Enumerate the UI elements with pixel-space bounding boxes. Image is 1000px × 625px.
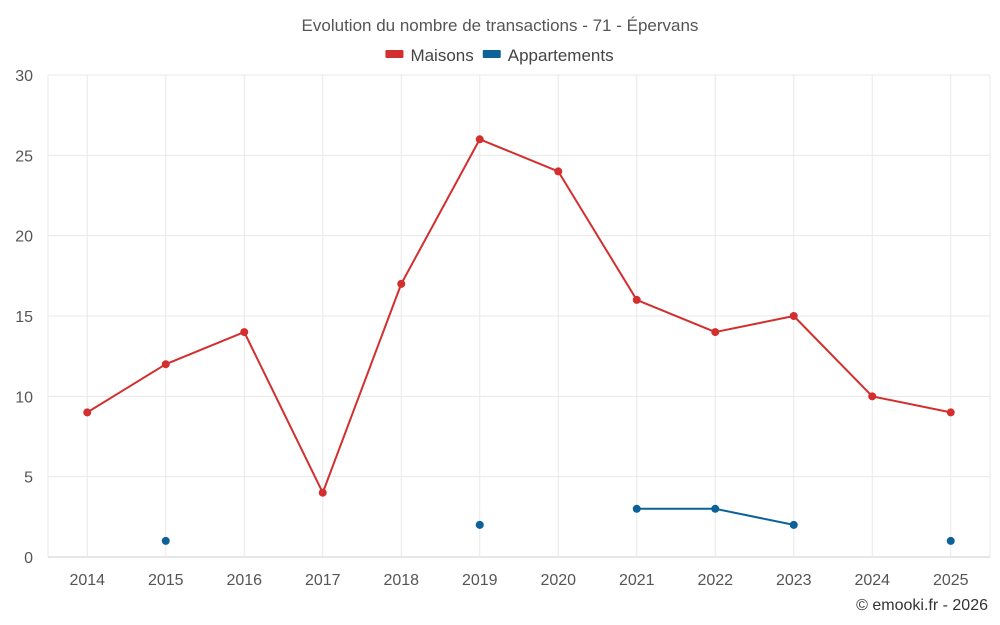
x-tick-label: 2021 <box>619 572 655 589</box>
y-tick-label: 30 <box>15 68 33 85</box>
series-maisons <box>83 135 955 497</box>
y-tick-label: 5 <box>24 470 33 487</box>
x-tick-label: 2022 <box>697 572 733 589</box>
series-layer <box>83 135 955 545</box>
series-line-segment-maisons <box>793 315 873 398</box>
point-maisons-2021[interactable] <box>632 295 641 304</box>
point-maisons-2023[interactable] <box>789 312 798 320</box>
point-appartements-2021[interactable] <box>632 504 641 513</box>
x-tick-label: 2023 <box>776 572 812 589</box>
legend-item-appartements[interactable]: Appartements <box>482 46 614 65</box>
series-line-segment-maisons <box>715 315 794 334</box>
series-line-segment-appartements <box>715 507 794 526</box>
series-line-segment-maisons <box>872 395 951 414</box>
legend-label-appartements: Appartements <box>508 46 614 65</box>
x-tick-label: 2014 <box>69 572 105 589</box>
y-tick-label: 25 <box>15 148 33 165</box>
x-tick-label: 2016 <box>226 572 262 589</box>
series-line-segment-maisons <box>165 331 245 366</box>
x-tick-label: 2015 <box>148 572 184 589</box>
legend-swatch-maisons <box>385 50 404 58</box>
point-appartements-2025[interactable] <box>946 536 955 545</box>
series-line-segment-maisons <box>243 331 324 494</box>
y-tick-label: 0 <box>24 550 33 567</box>
point-maisons-2019[interactable] <box>475 135 484 144</box>
point-maisons-2015[interactable] <box>161 360 170 369</box>
series-line-segment-maisons <box>479 138 559 173</box>
point-maisons-2014[interactable] <box>83 408 92 417</box>
grid <box>47 74 991 558</box>
x-axis-ticks: 2014 2015 2016 2017 2018 2019 2020 2021 2022 2023… <box>69 572 968 589</box>
y-tick-label: 20 <box>15 229 33 246</box>
y-axis-ticks: 0 5 10 15 20 25 30 <box>15 68 33 567</box>
series-line-segment-maisons <box>86 363 167 414</box>
point-maisons-2017[interactable] <box>318 488 327 497</box>
point-appartements-2015[interactable] <box>161 536 170 545</box>
chart-title: Evolution du nombre de transactions - 71… <box>302 16 699 35</box>
x-tick-label: 2018 <box>383 572 419 589</box>
point-appartements-2023[interactable] <box>789 520 798 529</box>
x-tick-label: 2019 <box>462 572 498 589</box>
x-tick-label: 2024 <box>854 572 890 589</box>
point-maisons-2024[interactable] <box>868 392 877 401</box>
series-line-segment-maisons <box>400 138 481 285</box>
series-line-segment-maisons <box>557 170 638 301</box>
credit-text: © emooki.fr - 2026 <box>856 597 988 614</box>
y-tick-label: 10 <box>15 389 33 406</box>
x-tick-label: 2020 <box>540 572 576 589</box>
point-maisons-2016[interactable] <box>240 328 249 337</box>
y-tick-label: 15 <box>15 309 33 326</box>
point-maisons-2020[interactable] <box>554 167 563 176</box>
series-line-segment-maisons <box>321 283 403 494</box>
legend[interactable]: Maisons Appartements <box>385 46 614 65</box>
point-maisons-2018[interactable] <box>397 279 406 288</box>
x-tick-label: 2025 <box>933 572 969 589</box>
point-maisons-2025[interactable] <box>946 408 955 417</box>
series-appartements <box>161 504 955 545</box>
point-maisons-2022[interactable] <box>711 328 720 337</box>
legend-item-maisons[interactable]: Maisons <box>385 46 474 65</box>
series-line-segment-maisons <box>636 299 716 333</box>
legend-swatch-appartements <box>482 50 501 58</box>
x-tick-label: 2017 <box>305 572 341 589</box>
point-appartements-2019[interactable] <box>475 520 484 529</box>
point-appartements-2022[interactable] <box>711 504 720 513</box>
legend-label-maisons: Maisons <box>410 46 473 65</box>
